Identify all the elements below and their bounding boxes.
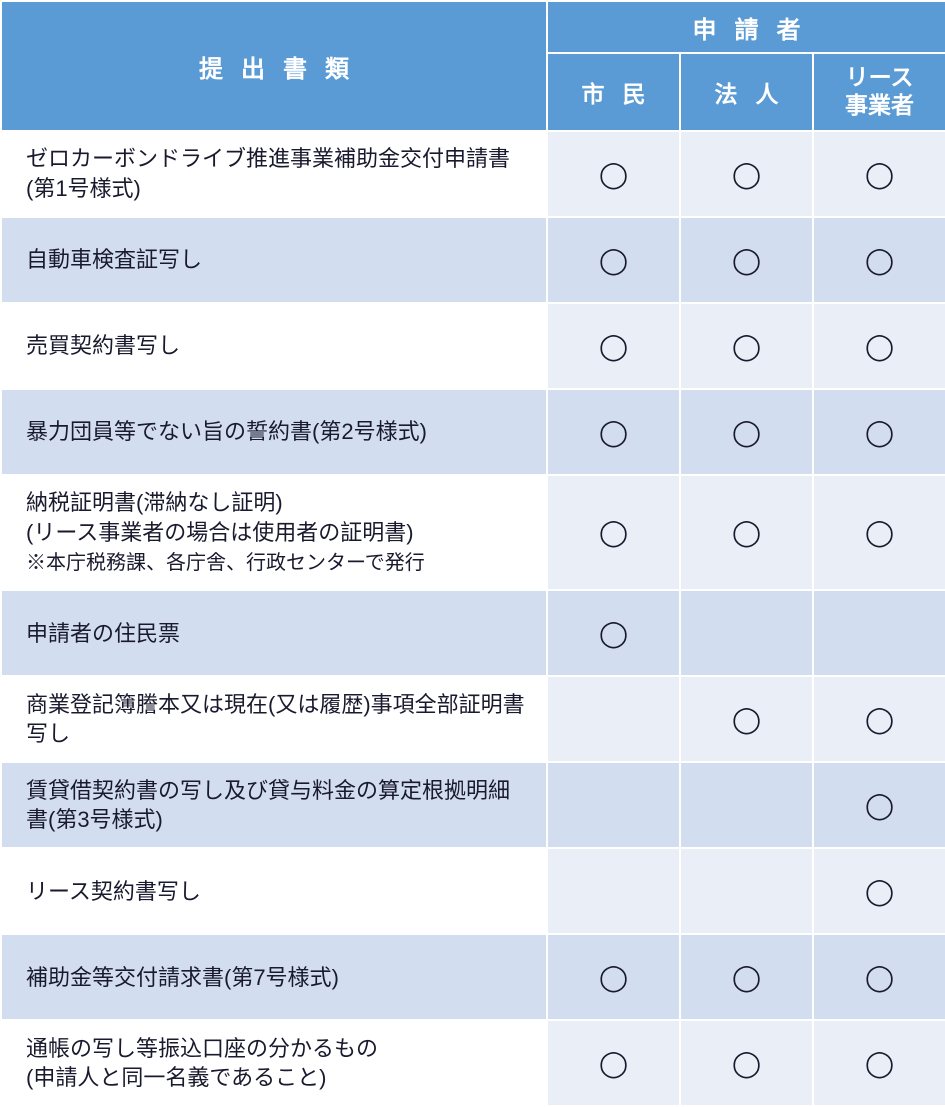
table-body: ゼロカーボンドライブ推進事業補助金交付申請書(第1号様式)◯◯◯自動車検査証写し… <box>1 131 945 1106</box>
requirement-mark-cell <box>813 590 945 676</box>
requirement-mark-cell: ◯ <box>813 762 945 848</box>
document-name-cell: 自動車検査証写し <box>1 217 547 303</box>
requirement-mark-cell: ◯ <box>813 676 945 762</box>
table-row: 申請者の住民票◯ <box>1 590 945 676</box>
requirement-mark-cell: ◯ <box>813 848 945 934</box>
document-name-cell: 暴力団員等でない旨の誓約書(第2号様式) <box>1 389 547 475</box>
requirement-mark-cell: ◯ <box>547 475 680 590</box>
requirement-mark-cell: ◯ <box>680 303 813 389</box>
requirement-mark-cell: ◯ <box>547 303 680 389</box>
table-row: 通帳の写し等振込口座の分かるもの(申請人と同一名義であること)◯◯◯ <box>1 1020 945 1106</box>
requirement-mark-cell: ◯ <box>680 1020 813 1106</box>
table-header: 提出書類 申請者 市民 法人 リース 事業者 <box>1 1 945 131</box>
requirement-mark-cell: ◯ <box>680 676 813 762</box>
requirement-mark-cell: ◯ <box>547 217 680 303</box>
header-lease-line2: 事業者 <box>845 92 914 118</box>
header-citizen: 市民 <box>547 53 680 131</box>
requirement-mark-cell <box>680 590 813 676</box>
document-name-cell: リース契約書写し <box>1 848 547 934</box>
header-lease: リース 事業者 <box>813 53 945 131</box>
header-lease-line1: リース <box>846 64 914 90</box>
requirement-mark-cell: ◯ <box>547 1020 680 1106</box>
table-row: 賃貸借契約書の写し及び貸与料金の算定根拠明細書(第3号様式) ◯ <box>1 762 945 848</box>
document-name-cell: 納税証明書(滞納なし証明)(リース事業者の場合は使用者の証明書)※本庁税務課、各… <box>1 475 547 590</box>
table-row: リース契約書写し ◯ <box>1 848 945 934</box>
document-name-cell: 売買契約書写し <box>1 303 547 389</box>
requirement-mark-cell: ◯ <box>547 934 680 1020</box>
requirement-mark-cell: ◯ <box>680 934 813 1020</box>
requirement-mark-cell: ◯ <box>813 131 945 217</box>
requirement-mark-cell: ◯ <box>547 131 680 217</box>
document-name-cell: 申請者の住民票 <box>1 590 547 676</box>
requirement-mark-cell <box>547 676 680 762</box>
document-note: ※本庁税務課、各庁舎、行政センターで発行 <box>26 552 425 574</box>
document-name-cell: 賃貸借契約書の写し及び貸与料金の算定根拠明細書(第3号様式) <box>1 762 547 848</box>
table-row: 補助金等交付請求書(第7号様式)◯◯◯ <box>1 934 945 1020</box>
document-name-cell: 通帳の写し等振込口座の分かるもの(申請人と同一名義であること) <box>1 1020 547 1106</box>
requirement-mark-cell <box>680 762 813 848</box>
document-name-cell: 商業登記簿謄本又は現在(又は履歴)事項全部証明書写し <box>1 676 547 762</box>
table-row: 自動車検査証写し◯◯◯ <box>1 217 945 303</box>
table-row: 売買契約書写し◯◯◯ <box>1 303 945 389</box>
requirement-mark-cell: ◯ <box>547 389 680 475</box>
requirement-mark-cell: ◯ <box>680 217 813 303</box>
requirement-mark-cell: ◯ <box>813 303 945 389</box>
header-applicant: 申請者 <box>547 1 945 53</box>
header-corporation: 法人 <box>680 53 813 131</box>
requirement-mark-cell: ◯ <box>680 131 813 217</box>
requirement-mark-cell: ◯ <box>680 475 813 590</box>
table-row: 商業登記簿謄本又は現在(又は履歴)事項全部証明書写し ◯◯ <box>1 676 945 762</box>
requirement-mark-cell: ◯ <box>813 217 945 303</box>
documents-table: 提出書類 申請者 市民 法人 リース 事業者 ゼロカーボンドライブ推進事業補助金… <box>0 0 945 1107</box>
document-name-cell: 補助金等交付請求書(第7号様式) <box>1 934 547 1020</box>
requirement-mark-cell <box>547 848 680 934</box>
table-row: 暴力団員等でない旨の誓約書(第2号様式)◯◯◯ <box>1 389 945 475</box>
requirement-mark-cell: ◯ <box>547 590 680 676</box>
requirement-mark-cell <box>680 848 813 934</box>
requirement-mark-cell: ◯ <box>813 1020 945 1106</box>
table-row: 納税証明書(滞納なし証明)(リース事業者の場合は使用者の証明書)※本庁税務課、各… <box>1 475 945 590</box>
document-name-cell: ゼロカーボンドライブ推進事業補助金交付申請書(第1号様式) <box>1 131 547 217</box>
requirement-mark-cell: ◯ <box>680 389 813 475</box>
requirement-mark-cell: ◯ <box>813 389 945 475</box>
requirement-mark-cell: ◯ <box>813 475 945 590</box>
table-row: ゼロカーボンドライブ推進事業補助金交付申請書(第1号様式)◯◯◯ <box>1 131 945 217</box>
header-documents: 提出書類 <box>1 1 547 131</box>
requirement-mark-cell: ◯ <box>813 934 945 1020</box>
requirement-mark-cell <box>547 762 680 848</box>
